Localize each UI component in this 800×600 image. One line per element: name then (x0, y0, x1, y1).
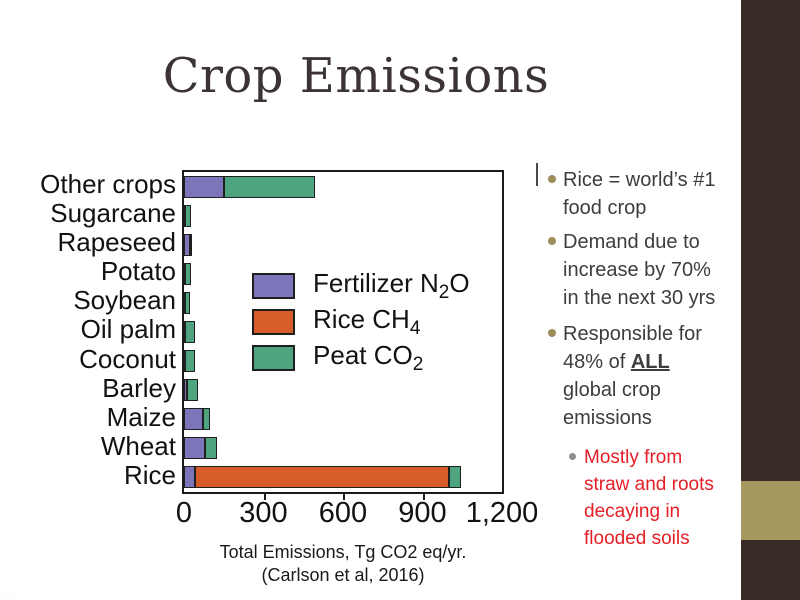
emissions-chart: Other crops Sugarcane Rapeseed Potato Soybea… (10, 158, 538, 594)
axis-tick-mark (343, 494, 345, 500)
bar-segment (185, 262, 191, 285)
bar-segment (194, 466, 449, 489)
bar-segment (202, 408, 211, 431)
plot-area (182, 170, 504, 494)
axis-tick-mark (263, 494, 266, 500)
category-label: Other crops (40, 169, 176, 199)
axis-tick-label: 0 (175, 497, 193, 529)
legend-swatch-icon (252, 345, 295, 371)
legend-swatch-icon (252, 273, 295, 299)
bar-segment (184, 320, 195, 343)
axis-tick-label: 900 (398, 497, 447, 529)
legend-label: Rice CH4 (313, 303, 421, 340)
axis-tick-mark (422, 494, 425, 500)
bullet-dot-icon (548, 237, 556, 245)
bar-segment (184, 379, 187, 402)
category-label: Potato (100, 256, 176, 287)
bar-segment (184, 291, 191, 314)
bar-segment (449, 466, 461, 489)
bar-segment (184, 175, 224, 198)
chart-source: (Carlson et al, 2016) (261, 565, 425, 585)
bar-segment (205, 437, 218, 460)
axis-tick-label: 600 (318, 497, 368, 529)
bullet-dot-icon (548, 175, 556, 183)
category-label: Maize (106, 401, 176, 432)
sub-bullet-item-flooded-soils: Mostly from straw and roots decaying in … (569, 444, 714, 552)
bullet-text: Demand due to increase by 70% in the nex… (563, 231, 716, 309)
axis-tick-label: 300 (239, 497, 288, 529)
category-label: Coconut (79, 343, 176, 374)
chart-legend: Fertilizer N2O Rice CH4 Peat CO2 (252, 268, 470, 381)
legend-item: Peat CO2 (252, 340, 470, 375)
category-label: Rice (123, 459, 176, 490)
bullet-text: Rice = world’s #1 food crop (563, 169, 716, 219)
bullet-item-demand: Demand due to increase by 70% in the nex… (548, 228, 716, 312)
bullet-item-rice-food-crop: Rice = world’s #1 food crop (548, 166, 716, 222)
x-axis-label: Total Emissions, Tg CO2 eq/yr. (219, 542, 467, 562)
bar-segment (184, 408, 203, 431)
bar-segment (184, 437, 206, 460)
slide-title: Crop Emissions (162, 48, 550, 104)
category-label: Barley (102, 372, 176, 403)
bar-segment (223, 175, 316, 198)
bullet-item-responsible: Responsible for 48% of ALL global crop e… (548, 320, 702, 432)
bullet-text: Responsible for 48% of ALL global crop e… (563, 320, 702, 432)
bullet-text: Mostly from straw and roots decaying in … (584, 447, 714, 549)
category-label: Soybean (73, 285, 176, 316)
bullet-dot-icon (548, 329, 556, 337)
side-accent-tan-block (741, 481, 800, 540)
bar-segment (186, 379, 199, 402)
bar-segment (184, 466, 195, 489)
bullet-text-pre: Responsible for 48% of (563, 323, 702, 373)
text-cursor (536, 163, 538, 186)
category-label: Sugarcane (50, 198, 176, 229)
category-label: Oil palm (80, 314, 176, 345)
category-label: Wheat (100, 430, 176, 461)
legend-label: Fertilizer N2O (313, 267, 470, 304)
legend-swatch-icon (252, 309, 295, 335)
bullet-text-post: global crop emissions (563, 379, 661, 429)
bullet-text-emphasis: ALL (630, 351, 670, 373)
legend-item: Fertilizer N2O (252, 268, 470, 303)
category-label: Rapeseed (57, 227, 176, 258)
bar-segment (184, 233, 190, 256)
bar-segment (189, 233, 192, 256)
bar-segment (184, 350, 196, 373)
bullet-dot-icon (569, 453, 576, 460)
legend-item: Rice CH4 (252, 304, 470, 339)
bar-segment (185, 204, 191, 227)
legend-label: Peat CO2 (313, 339, 424, 376)
axis-tick-label: 1,200 (465, 497, 539, 529)
